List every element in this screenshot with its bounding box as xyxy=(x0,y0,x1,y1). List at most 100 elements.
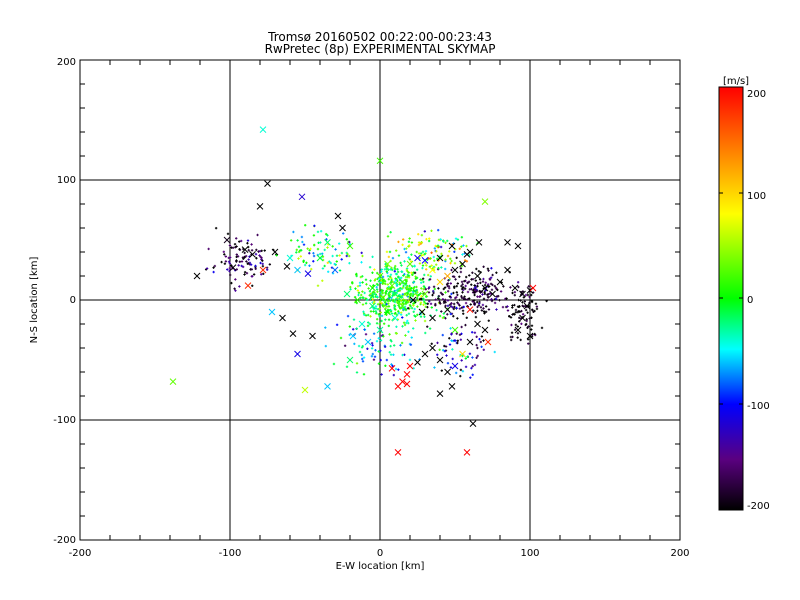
small-marker xyxy=(339,336,343,340)
small-marker xyxy=(387,255,391,259)
small-marker xyxy=(523,300,526,303)
small-marker xyxy=(345,238,349,241)
small-marker xyxy=(373,355,377,358)
small-marker xyxy=(475,300,479,304)
small-marker xyxy=(357,291,361,294)
small-marker xyxy=(400,264,403,267)
small-marker xyxy=(360,353,364,357)
small-marker xyxy=(379,311,382,314)
small-marker xyxy=(425,237,428,241)
small-marker xyxy=(404,334,407,337)
small-marker xyxy=(518,320,521,323)
small-marker xyxy=(423,230,427,233)
small-marker xyxy=(348,243,352,246)
small-marker xyxy=(251,284,254,287)
small-marker xyxy=(387,285,390,289)
small-marker xyxy=(437,266,440,270)
small-marker xyxy=(473,293,476,297)
small-marker xyxy=(477,269,481,273)
small-marker xyxy=(438,348,441,351)
large-marker xyxy=(394,383,402,390)
small-marker xyxy=(474,279,478,282)
small-marker xyxy=(409,343,413,346)
large-marker xyxy=(169,378,177,385)
small-marker xyxy=(540,326,544,330)
small-marker xyxy=(397,368,400,371)
small-marker xyxy=(324,326,327,329)
small-marker xyxy=(489,276,493,279)
small-marker xyxy=(346,314,350,318)
small-marker xyxy=(459,368,463,372)
small-marker xyxy=(405,294,409,297)
large-marker xyxy=(364,338,372,346)
small-marker xyxy=(386,308,390,311)
small-marker xyxy=(443,286,447,289)
small-marker xyxy=(401,243,404,247)
small-marker xyxy=(390,266,393,270)
small-marker xyxy=(295,251,298,254)
small-marker xyxy=(435,250,438,253)
small-marker xyxy=(423,252,426,256)
small-marker xyxy=(348,240,351,244)
small-marker xyxy=(410,336,413,339)
small-marker xyxy=(466,355,469,358)
small-marker xyxy=(373,279,377,282)
chart-title: Tromsø 20160502 00:22:00-00:23:43 xyxy=(267,30,492,44)
y-tick-label: 200 xyxy=(57,57,76,68)
small-marker xyxy=(381,289,384,292)
small-marker xyxy=(466,290,470,294)
small-marker xyxy=(464,301,468,305)
y-tick-label: 0 xyxy=(70,295,76,306)
small-marker xyxy=(442,287,445,291)
small-marker xyxy=(484,289,487,292)
small-marker xyxy=(484,305,488,308)
small-marker xyxy=(233,287,236,290)
small-marker xyxy=(302,260,305,264)
small-marker xyxy=(378,314,381,318)
small-marker xyxy=(486,283,490,286)
small-marker xyxy=(487,285,491,288)
small-marker xyxy=(491,283,494,287)
large-marker xyxy=(463,251,471,258)
small-marker xyxy=(439,238,442,241)
small-marker xyxy=(460,325,463,329)
small-marker xyxy=(379,358,382,362)
small-marker xyxy=(385,250,389,254)
small-marker xyxy=(527,325,530,328)
small-marker xyxy=(375,317,379,321)
small-marker xyxy=(456,317,459,320)
small-marker xyxy=(454,248,457,251)
small-marker xyxy=(384,291,387,294)
small-marker xyxy=(384,282,387,286)
small-marker xyxy=(453,285,456,288)
small-marker xyxy=(345,254,348,258)
small-marker xyxy=(308,252,311,255)
large-marker xyxy=(309,332,316,340)
small-marker xyxy=(513,290,517,294)
small-marker xyxy=(371,297,374,301)
small-marker xyxy=(464,275,468,279)
small-marker xyxy=(494,297,498,301)
small-marker xyxy=(234,289,237,292)
small-marker xyxy=(449,366,453,369)
small-marker xyxy=(355,362,359,365)
small-marker xyxy=(425,268,428,271)
small-marker xyxy=(427,291,431,294)
small-marker xyxy=(362,356,366,359)
small-marker xyxy=(418,257,421,260)
small-marker xyxy=(387,324,391,328)
small-marker xyxy=(297,250,301,254)
large-marker xyxy=(451,326,459,334)
small-marker xyxy=(361,275,364,278)
small-marker xyxy=(475,335,478,339)
small-marker xyxy=(324,232,328,236)
small-marker xyxy=(453,305,456,309)
small-marker xyxy=(420,297,423,301)
small-marker xyxy=(479,290,482,293)
small-marker xyxy=(448,295,451,298)
small-marker xyxy=(384,318,387,321)
small-marker xyxy=(308,264,311,267)
small-marker xyxy=(487,319,490,322)
small-marker xyxy=(368,266,372,269)
small-marker xyxy=(376,283,380,287)
